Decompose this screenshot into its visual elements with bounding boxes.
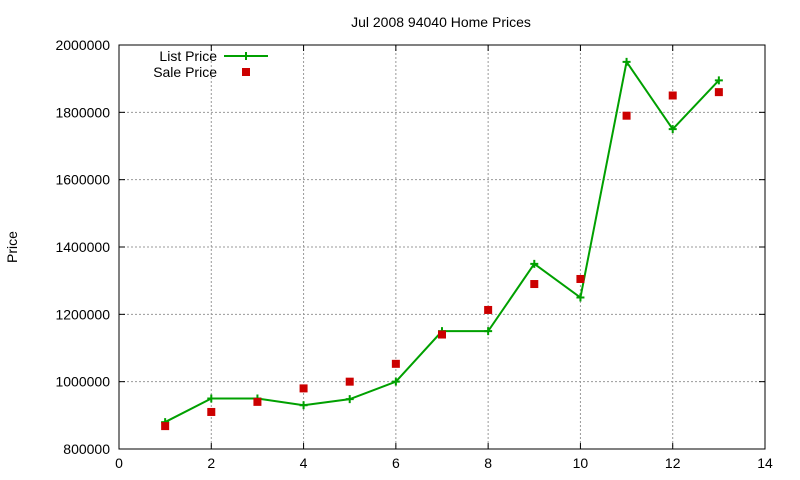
y-tick-label: 800000 — [63, 441, 110, 457]
sale-price-point — [207, 407, 216, 416]
x-tick-label: 4 — [300, 455, 308, 471]
sale-price-point — [161, 422, 170, 431]
legend-sale-price-label: Sale Price — [153, 64, 217, 80]
sale-price-point — [668, 91, 677, 100]
y-tick-label: 1600000 — [55, 172, 110, 188]
legend-sale-price-marker — [242, 68, 250, 76]
list-price-point — [299, 401, 308, 410]
sale-price-point — [714, 88, 723, 97]
list-price-point — [622, 57, 631, 66]
x-tick-label: 6 — [392, 455, 400, 471]
x-tick-label: 10 — [573, 455, 589, 471]
list-price-point — [576, 293, 585, 302]
x-tick-label: 0 — [115, 455, 123, 471]
chart-title: Jul 2008 94040 Home Prices — [351, 14, 531, 30]
plot-area — [161, 57, 723, 431]
sale-price-point — [484, 305, 493, 314]
sale-price-point — [345, 377, 354, 386]
list-price-point — [391, 377, 400, 386]
sale-price-point — [576, 274, 585, 283]
list-price-point — [484, 327, 493, 336]
list-price-line — [164, 59, 720, 423]
list-price-point — [345, 395, 354, 404]
sale-price-point — [391, 359, 400, 368]
sale-price-point — [622, 111, 631, 120]
y-axis-label: Price — [4, 231, 20, 263]
y-tick-label: 2000000 — [55, 37, 110, 53]
y-tick-label: 1200000 — [55, 306, 110, 322]
y-tick-label: 1800000 — [55, 104, 110, 120]
x-tick-label: 2 — [207, 455, 215, 471]
legend-list-price-marker — [242, 52, 250, 60]
list-price-point — [714, 76, 723, 85]
grid — [119, 45, 765, 449]
sale-price-point — [530, 280, 539, 289]
x-tick-label: 8 — [484, 455, 492, 471]
y-tick-label: 1000000 — [55, 374, 110, 390]
x-tick-label: 12 — [665, 455, 681, 471]
sale-price-point — [299, 384, 308, 393]
sale-price-point — [438, 330, 446, 339]
axes: 0 2 4 6 8 10 12 14 800000 1000000 1200000 1400000 16… — [55, 37, 773, 471]
list-price-point — [207, 394, 216, 403]
list-price-point — [530, 259, 539, 268]
x-tick-label: 14 — [757, 455, 773, 471]
legend-list-price-label: List Price — [159, 48, 217, 64]
list-price-point — [668, 125, 677, 134]
sale-price-point — [253, 397, 262, 406]
y-tick-label: 1400000 — [55, 239, 110, 255]
